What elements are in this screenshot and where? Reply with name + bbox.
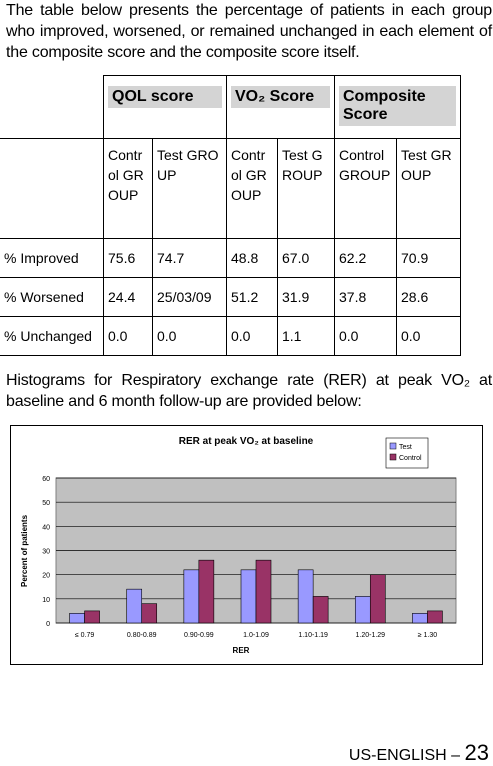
- y-tick-label: 40: [42, 524, 50, 531]
- legend-label: Test: [399, 444, 412, 451]
- x-axis-label: RER: [233, 646, 250, 655]
- row-label: % Improved: [0, 238, 104, 278]
- cell: 0.0: [103, 316, 153, 356]
- bar: [312, 596, 329, 624]
- x-tick-label: 1.10-1.19: [298, 632, 328, 639]
- legend-box: [385, 437, 429, 469]
- legend-swatch: [389, 442, 397, 450]
- bar: [354, 596, 371, 624]
- x-tick-label: 1.20-1.29: [355, 632, 385, 639]
- header: Composite Score: [339, 86, 456, 126]
- row-label: % Unchanged: [0, 316, 104, 356]
- legend-label: Control: [399, 455, 422, 462]
- x-tick-label: ≤ 0.79: [75, 632, 95, 639]
- results-table: QOL score VO₂ Score Composite Score Cont…: [0, 75, 461, 356]
- cell: 70.9: [396, 238, 461, 278]
- cell: 25/03/09: [152, 277, 227, 317]
- cell: 67.0: [277, 238, 335, 278]
- subheader: Control GROUP: [103, 138, 153, 239]
- footer-label: US-ENGLISH –: [348, 747, 461, 764]
- footer: US-ENGLISH – 23: [349, 740, 489, 766]
- cell: 62.2: [334, 238, 397, 278]
- cell: 48.8: [226, 238, 278, 278]
- paragraph: Histograms for Respiratory exchange rate…: [6, 372, 492, 410]
- subheader: Test GROUP: [277, 138, 335, 239]
- subheader: Control GROUP: [334, 138, 397, 239]
- blank-cell: [0, 75, 104, 139]
- cell: 51.2: [226, 277, 278, 317]
- x-tick-label: ≥ 1.30: [418, 632, 438, 639]
- y-tick-label: 30: [42, 549, 50, 556]
- cell: 74.7: [152, 238, 227, 278]
- table-row: % Unchanged 0.0 0.0 0.0 1.1 0.0 0.0: [0, 316, 461, 356]
- bar: [69, 613, 85, 624]
- y-tick-label: 0: [46, 621, 50, 628]
- bar: [412, 613, 428, 624]
- bar: [198, 559, 215, 624]
- cell: 1.1: [277, 316, 335, 356]
- bar: [297, 569, 314, 624]
- subheader: Test GROUP: [152, 138, 227, 239]
- cell: 0.0: [226, 316, 278, 356]
- bar: [183, 569, 200, 624]
- y-tick-label: 20: [42, 573, 50, 580]
- bar: [369, 574, 386, 624]
- y-axis-label: Percent of patients: [20, 514, 29, 587]
- cell: 0.0: [334, 316, 397, 356]
- bar: [126, 588, 143, 624]
- chart: RER at peak VO₂ at baseline RER Percent …: [10, 425, 483, 665]
- y-tick-label: 50: [42, 500, 50, 507]
- bar: [240, 569, 257, 624]
- legend-swatch: [389, 453, 397, 461]
- bar: [427, 610, 443, 624]
- header-cell: Composite Score: [334, 75, 461, 139]
- subheader: Test GROUP: [396, 138, 461, 239]
- header: QOL score: [108, 86, 222, 108]
- chart-title: RER at peak VO₂ at baseline: [179, 436, 314, 447]
- x-tick-label: 0.80-0.89: [127, 632, 157, 639]
- y-tick-label: 60: [42, 476, 50, 483]
- cell: 28.6: [396, 277, 461, 317]
- cell: 75.6: [103, 238, 153, 278]
- header-cell: VO₂ Score: [226, 75, 335, 139]
- bar: [84, 610, 100, 624]
- table-row: % Improved 75.6 74.7 48.8 67.0 62.2 70.9: [0, 238, 461, 278]
- header-cell: QOL score: [103, 75, 227, 139]
- cell: 37.8: [334, 277, 397, 317]
- header: VO₂ Score: [231, 86, 330, 108]
- cell: 0.0: [396, 316, 461, 356]
- y-tick-label: 10: [42, 597, 50, 604]
- x-tick-label: 1.0-1.09: [243, 632, 269, 639]
- bar: [255, 559, 272, 624]
- x-tick-label: 0.90-0.99: [184, 632, 214, 639]
- subheader: Control GROUP: [226, 138, 278, 239]
- page-number: 23: [464, 740, 489, 765]
- cell: 31.9: [277, 277, 335, 317]
- bar: [141, 603, 158, 624]
- table-row: % Worsened 24.4 25/03/09 51.2 31.9 37.8 28.6: [0, 277, 461, 317]
- cell: 0.0: [152, 316, 227, 356]
- intro: The table below presents the percentage …: [6, 2, 492, 61]
- blank-cell: [0, 138, 104, 239]
- cell: 24.4: [103, 277, 153, 317]
- row-label: % Worsened: [0, 277, 104, 317]
